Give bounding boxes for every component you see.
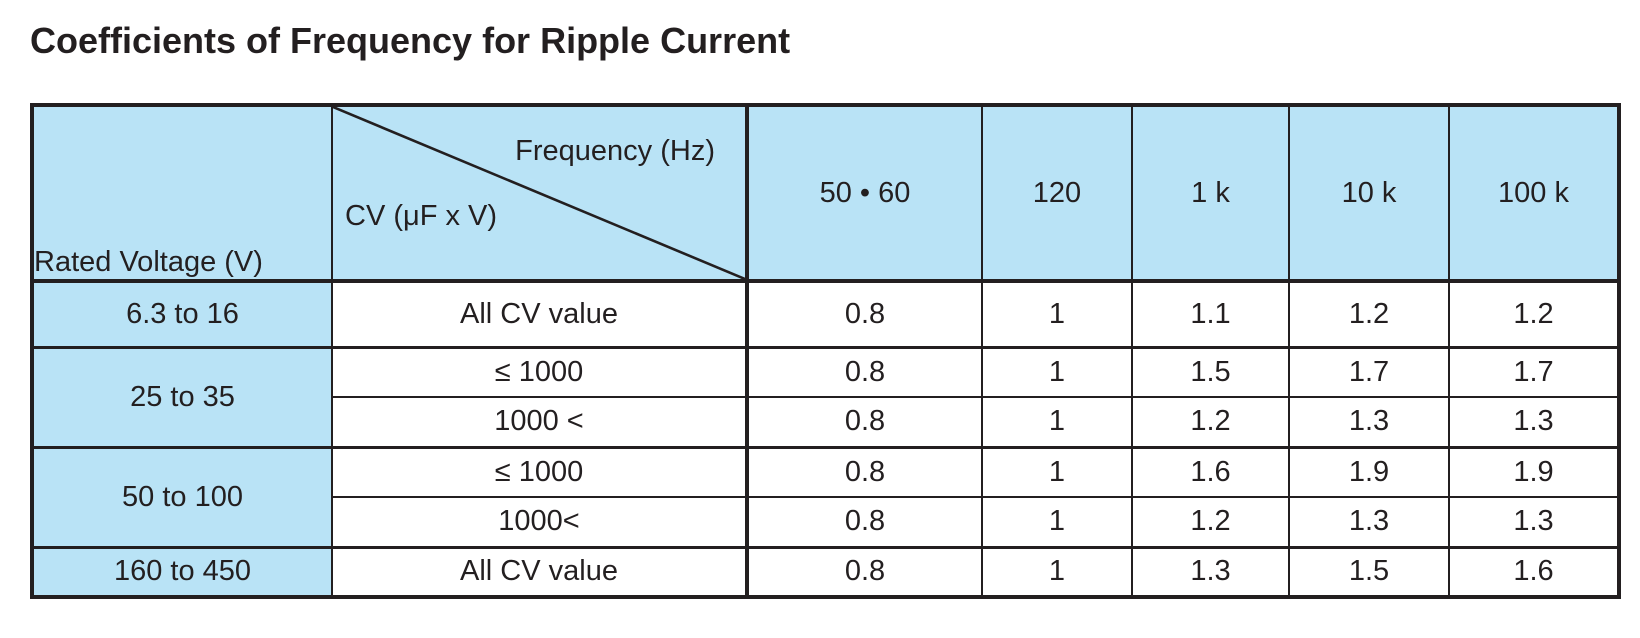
coefficient-cell: 1.9 [1288, 445, 1450, 498]
coefficient-cell: 1.3 [1288, 496, 1450, 548]
cv-range-cell: 1000< [331, 496, 748, 548]
coefficient-cell: 1.2 [1288, 279, 1450, 348]
coefficient-cell: 0.8 [745, 496, 983, 548]
coefficient-cell: 1.7 [1448, 345, 1620, 398]
coefficient-cell: 1.6 [1131, 445, 1290, 498]
cv-range-cell: All CV value [331, 279, 748, 348]
coefficient-cell: 1 [981, 396, 1133, 448]
coefficient-cell: 1 [981, 345, 1133, 398]
coefficient-cell: 1.6 [1448, 545, 1620, 598]
coefficient-cell: 1.3 [1131, 545, 1290, 598]
cv-range-cell: ≤ 1000 [331, 445, 748, 498]
table-row-25-to-35-le1000: 25 to 35 ≤ 1000 0.8 1 1.5 1.7 1.7 [31, 345, 1620, 448]
cv-range-cell: 1000 < [331, 396, 748, 448]
table-row-6-3-to-16: 6.3 to 16 All CV value 0.8 1 1.1 1.2 1.2 [31, 279, 1620, 348]
ripple-current-frequency-table: Rated Voltage (V) Frequency (Hz) CV (μF … [30, 103, 1621, 599]
freq-header-50-60: 50 • 60 [745, 104, 983, 283]
page-title: Coefficients of Frequency for Ripple Cur… [30, 20, 791, 61]
voltage-cell: 160 to 450 [31, 545, 333, 598]
freq-header-10k: 10 k [1288, 104, 1450, 283]
coefficient-cell: 1.5 [1131, 345, 1290, 398]
voltage-cell: 50 to 100 [31, 445, 333, 548]
coefficient-cell: 1 [981, 279, 1133, 348]
table-row-50-to-100-gt1000: 1000< 0.8 1 1.2 1.3 1.3 [32, 496, 1620, 548]
cv-range-cell: All CV value [331, 545, 748, 598]
freq-header-100k: 100 k [1448, 104, 1620, 283]
coefficient-cell: 0.8 [745, 445, 983, 498]
table-row-160-to-450: 160 to 450 All CV value 0.8 1 1.3 1.5 1.… [31, 545, 1620, 598]
table-row-25-to-35-gt1000: 1000 < 0.8 1 1.2 1.3 1.3 [32, 396, 1620, 448]
voltage-cell: 6.3 to 16 [31, 279, 333, 348]
table-row-50-to-100-le1000: 50 to 100 ≤ 1000 0.8 1 1.6 1.9 1.9 [31, 445, 1620, 548]
coefficient-cell: 1.2 [1131, 396, 1290, 448]
coefficient-cell: 1.2 [1131, 496, 1290, 548]
table-header-row: Rated Voltage (V) Frequency (Hz) CV (μF … [31, 104, 1620, 283]
coefficient-cell: 0.8 [745, 345, 983, 398]
frequency-axis-label: Frequency (Hz) [515, 135, 715, 167]
coefficient-cell: 1.1 [1131, 279, 1290, 348]
coefficient-cell: 1.7 [1288, 345, 1450, 398]
voltage-cell: 25 to 35 [31, 345, 333, 448]
freq-header-120: 120 [981, 104, 1133, 283]
rated-voltage-label: Rated Voltage (V) [34, 246, 263, 278]
coefficient-cell: 0.8 [745, 279, 983, 348]
coefficient-cell: 0.8 [745, 545, 983, 598]
cv-range-cell: ≤ 1000 [331, 345, 748, 398]
coefficient-cell: 1.9 [1448, 445, 1620, 498]
freq-header-1k: 1 k [1131, 104, 1290, 283]
coefficient-cell: 1.5 [1288, 545, 1450, 598]
rated-voltage-header-cell: Rated Voltage (V) [31, 104, 333, 283]
coefficient-cell: 1.3 [1448, 496, 1620, 548]
diagonal-header-cell: Frequency (Hz) CV (μF x V) [331, 104, 748, 283]
coefficient-cell: 1.3 [1288, 396, 1450, 448]
diagonal-header-box: Frequency (Hz) CV (μF x V) [333, 107, 745, 279]
coefficient-cell: 1 [981, 496, 1133, 548]
coefficient-cell: 1.2 [1448, 279, 1620, 348]
coefficient-cell: 0.8 [745, 396, 983, 448]
coefficient-cell: 1 [981, 445, 1133, 498]
diagonal-divider-line [333, 107, 745, 279]
coefficient-cell: 1.3 [1448, 396, 1620, 448]
coefficient-cell: 1 [981, 545, 1133, 598]
cv-axis-label: CV (μF x V) [345, 200, 498, 232]
